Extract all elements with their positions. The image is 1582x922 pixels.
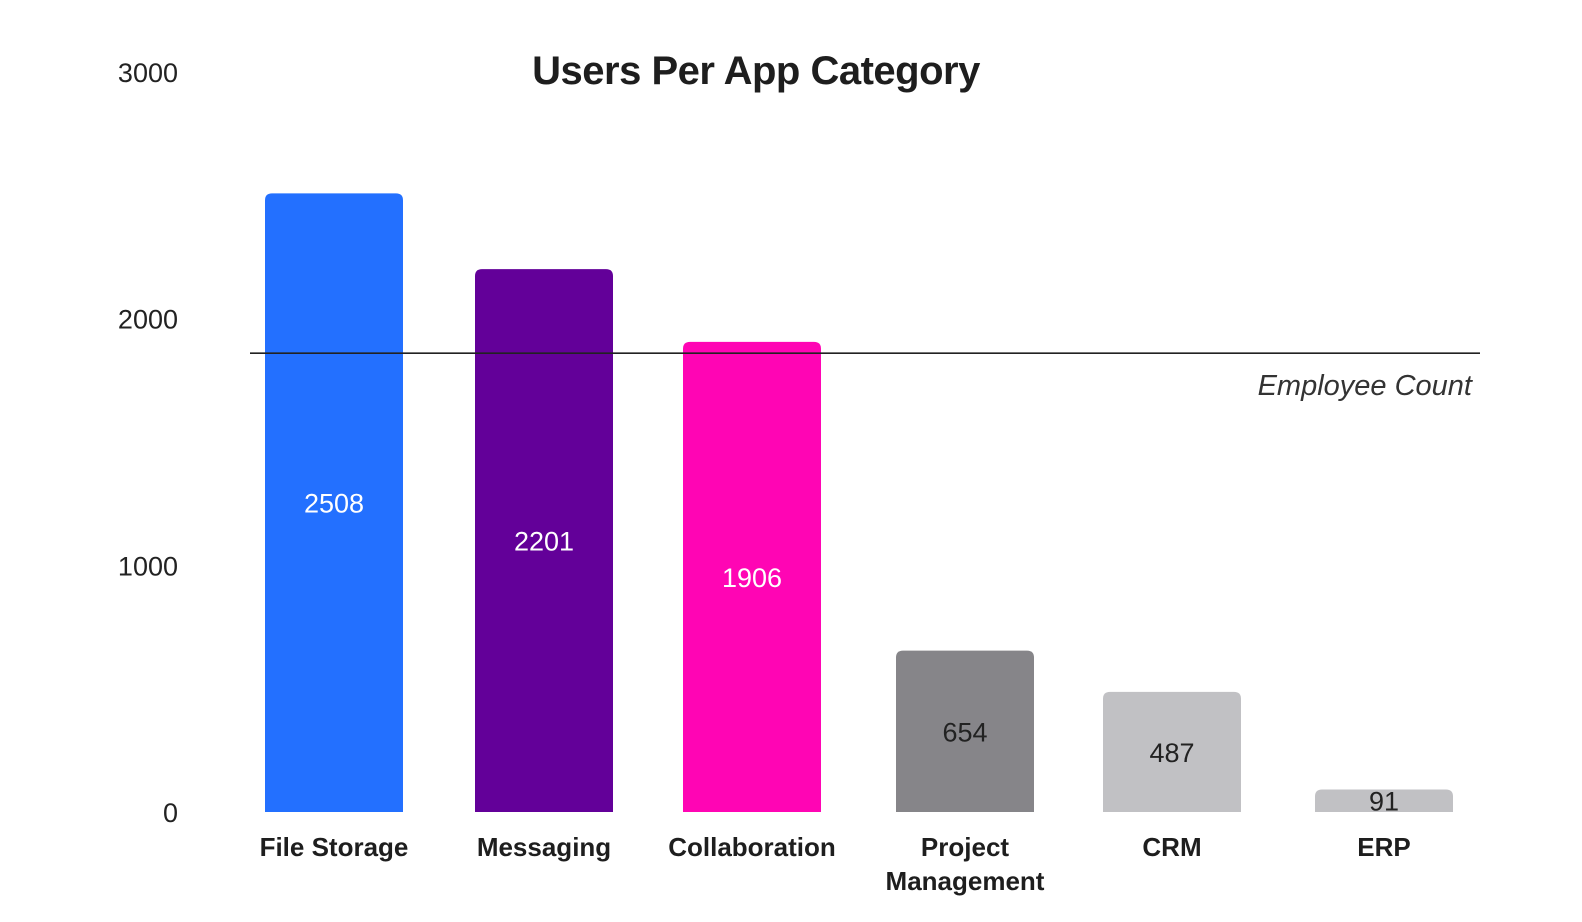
reference-line-group: Employee Count — [250, 352, 1480, 402]
x-tick-label: File Storage — [260, 832, 409, 862]
x-tick-label: ERP — [1357, 832, 1410, 862]
y-tick-label: 3000 — [118, 58, 178, 88]
y-tick-label: 2000 — [118, 305, 178, 335]
x-tick-label-line: Management — [886, 866, 1045, 896]
bar-crm — [1103, 691, 1241, 812]
bar-file-storage — [265, 193, 403, 813]
x-tick-label: Collaboration — [668, 832, 836, 862]
x-axis: File Storage Messaging Collaboration Projec… — [260, 832, 1411, 896]
bar-series — [265, 193, 1453, 813]
data-label: 2201 — [514, 527, 574, 557]
x-tick-label: Messaging — [477, 832, 611, 862]
bar-erp — [1315, 789, 1453, 812]
bar-messaging — [475, 269, 613, 812]
x-tick-label: CRM — [1142, 832, 1201, 862]
y-tick-label: 0 — [163, 798, 178, 828]
data-label: 654 — [942, 717, 987, 747]
data-label: 1906 — [722, 563, 782, 593]
x-tick-label-line: File Storage — [260, 832, 409, 862]
x-tick-label-line: CRM — [1142, 832, 1201, 862]
data-label: 2508 — [304, 489, 364, 519]
x-tick-label-line: Collaboration — [668, 832, 836, 862]
data-label: 91 — [1369, 787, 1399, 817]
bar-collaboration — [683, 341, 821, 812]
data-labels: 2508 2201 1906 654 487 91 — [304, 489, 1399, 817]
employee-count-label: Employee Count — [1258, 370, 1474, 402]
y-axis: 0 1000 2000 3000 — [118, 58, 178, 828]
x-tick-label: Project Management — [886, 832, 1045, 896]
bar-project-management — [896, 650, 1034, 812]
y-tick-label: 1000 — [118, 551, 178, 581]
x-tick-label-line: ERP — [1357, 832, 1410, 862]
data-label: 487 — [1149, 738, 1194, 768]
x-tick-label-line: Messaging — [477, 832, 611, 862]
chart-title: Users Per App Category — [532, 49, 981, 93]
x-tick-label-line: Project — [921, 832, 1009, 862]
